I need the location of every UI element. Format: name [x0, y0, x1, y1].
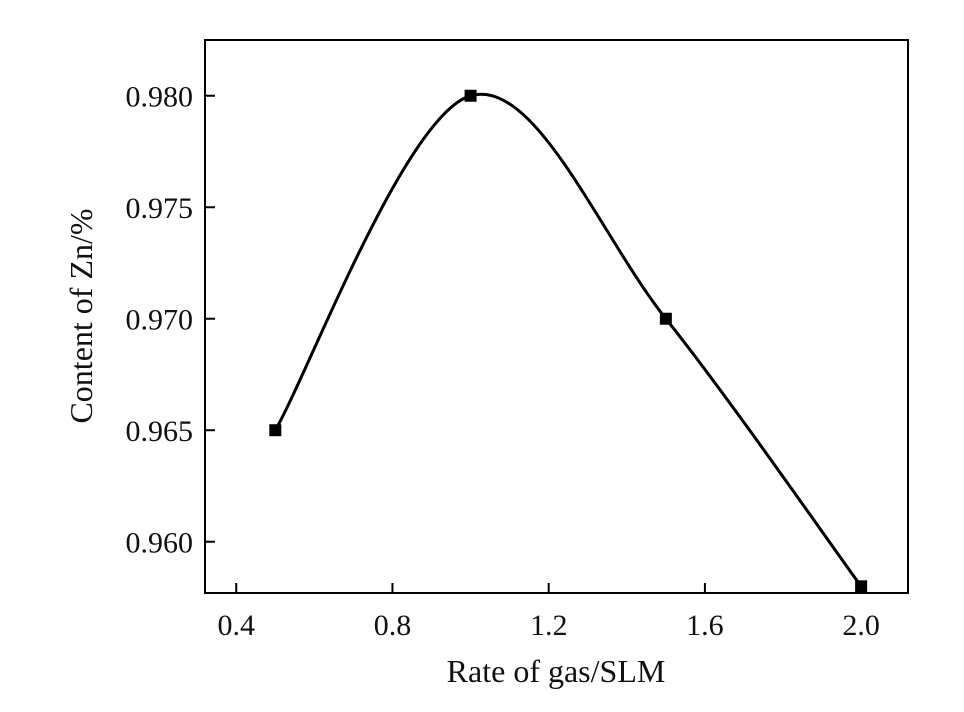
x-tick-label: 1.6 — [686, 609, 724, 642]
data-point-marker — [464, 89, 477, 102]
series-line — [274, 92, 863, 588]
y-tick-label: 0.975 — [126, 192, 194, 225]
x-tick-label: 2.0 — [842, 609, 880, 642]
y-tick-label: 0.960 — [126, 527, 194, 560]
y-axis-title: Content of Zn/% — [63, 208, 99, 423]
y-tick-label: 0.970 — [126, 304, 194, 337]
plot-frame — [204, 39, 909, 594]
x-tick-label: 1.2 — [530, 609, 568, 642]
x-tick-label: 0.4 — [217, 609, 255, 642]
data-point-marker — [269, 424, 282, 437]
x-tick-label: 0.8 — [374, 609, 412, 642]
series-markers — [269, 89, 868, 593]
y-tick-label: 0.980 — [126, 81, 194, 114]
x-axis-title: Rate of gas/SLM — [447, 653, 666, 689]
data-point-marker — [855, 580, 868, 593]
data-point-marker — [659, 312, 672, 325]
y-axis: 0.960 0.965 0.970 0.975 0.980 — [126, 81, 215, 560]
x-axis: 0.4 0.8 1.2 1.6 2.0 — [217, 583, 880, 642]
y-tick-label: 0.965 — [126, 415, 194, 448]
